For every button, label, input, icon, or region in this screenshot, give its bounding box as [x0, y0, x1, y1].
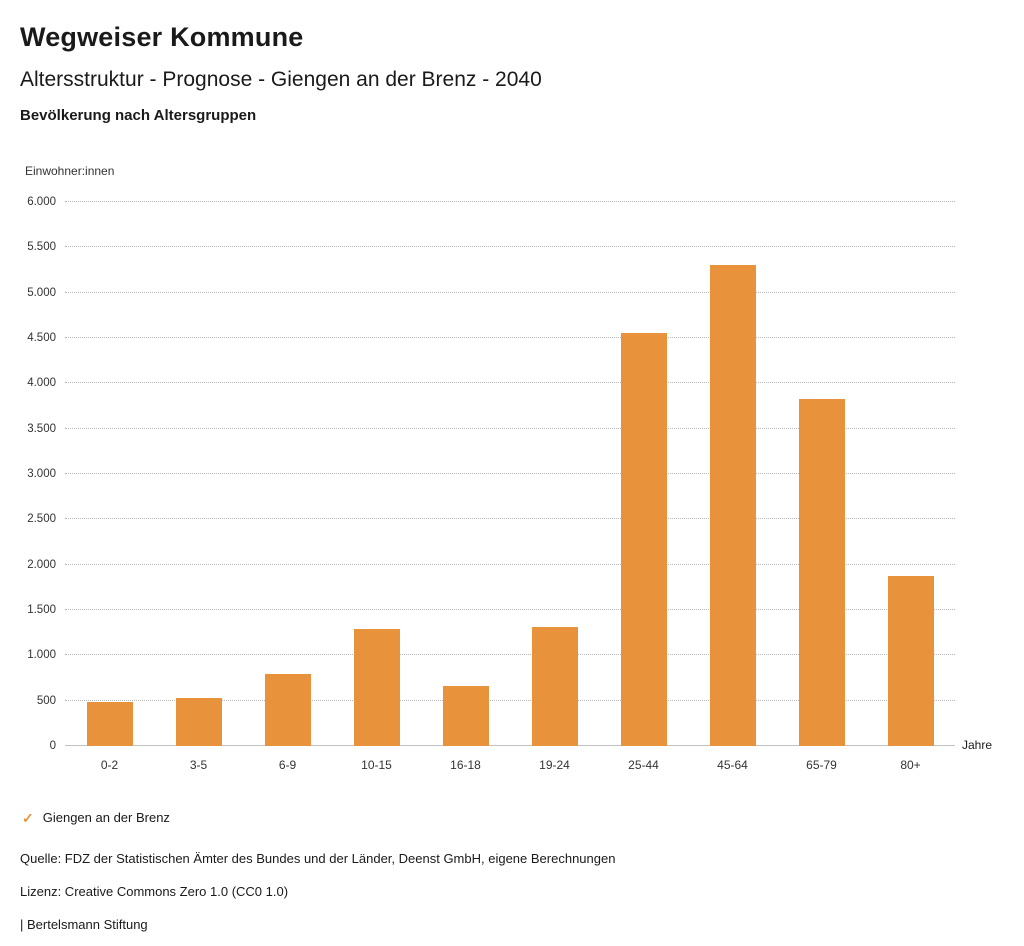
bar-65-79[interactable]	[798, 398, 845, 746]
bar-25-44[interactable]	[620, 333, 667, 746]
y-tick-label: 1.000	[27, 649, 56, 662]
x-tick-label: 0-2	[100, 758, 119, 772]
x-tick-label: 19-24	[539, 758, 570, 772]
y-tick-label: 5.000	[27, 286, 56, 299]
bar-6-9[interactable]	[264, 674, 311, 746]
bar-45-64[interactable]	[709, 265, 756, 746]
bar-cell	[510, 202, 599, 746]
x-tick-label: 3-5	[189, 758, 208, 772]
y-tick-label: 3.500	[27, 422, 56, 435]
y-tick-label: 0	[49, 740, 56, 752]
gridline	[65, 291, 955, 293]
x-tick-label: 80+	[900, 758, 921, 772]
bar-cell	[332, 202, 421, 746]
x-tick-label: 6-9	[278, 758, 297, 772]
y-tick-label: 2.000	[27, 558, 56, 571]
bar-19-24[interactable]	[531, 627, 578, 746]
x-tick-label: 45-64	[717, 758, 748, 772]
bar-cell	[777, 202, 866, 746]
gridline	[65, 201, 955, 202]
x-axis-labels: 0-2 3-5 6-9 10-15 16-18 19-24 25-44 45-64 65-79 8…	[65, 758, 955, 772]
y-tick-label: 2.500	[27, 513, 56, 526]
y-tick-label: 4.500	[27, 332, 56, 344]
x-tick-label: 65-79	[806, 758, 837, 772]
bar-cell	[154, 202, 243, 746]
gridline	[65, 473, 955, 474]
bar-10-15[interactable]	[353, 629, 400, 746]
gridline	[65, 699, 955, 701]
y-tick-label: 1.500	[27, 604, 56, 616]
legend-series-label[interactable]: Giengen an der Brenz	[42, 810, 170, 825]
bar-cell	[599, 202, 688, 746]
gridline	[65, 518, 955, 520]
y-tick-label: 5.500	[27, 241, 56, 254]
bar-3-5[interactable]	[175, 697, 222, 746]
x-tick-label: 10-15	[361, 758, 392, 772]
gridline	[65, 382, 955, 384]
y-tick-label: 3.000	[27, 468, 56, 480]
y-tick-label: 500	[36, 694, 56, 707]
y-axis-title: Einwohner:innen	[25, 164, 115, 178]
gridline	[65, 246, 955, 248]
bar-16-18[interactable]	[442, 686, 489, 746]
plot-area: Jahre 0 500 1.000 1.500 2.000 2.500 3.000 3.500…	[27, 196, 992, 752]
gridline	[65, 745, 955, 746]
bar-cell	[688, 202, 777, 746]
legend: ✓ Giengen an der Brenz	[22, 810, 1004, 825]
x-tick-label: 16-18	[450, 758, 481, 772]
page-title: Wegweiser Kommune	[20, 22, 304, 52]
chart-subtitle: Altersstruktur - Prognose - Giengen an d…	[20, 68, 542, 91]
license-text: Lizenz: Creative Commons Zero 1.0 (CC0 1…	[20, 884, 289, 899]
branding-text: | Bertelsmann Stiftung	[20, 917, 148, 932]
y-tick-label: 4.000	[27, 377, 56, 390]
bar-cell	[421, 202, 510, 746]
series-check-icon[interactable]: ✓	[22, 809, 34, 826]
bar-0-2[interactable]	[86, 702, 133, 746]
y-tick-label: 6.000	[27, 196, 56, 208]
chart-section-title: Bevölkerung nach Altersgruppen	[20, 107, 257, 124]
bar-cell	[243, 202, 332, 746]
x-axis-unit-label: Jahre	[962, 738, 993, 752]
bar-cell	[65, 202, 154, 746]
gridline	[65, 337, 955, 338]
gridline	[65, 609, 955, 610]
gridline	[65, 427, 955, 429]
bar-chart: Jahre 0 500 1.000 1.500 2.000 2.500 3.000 3.500…	[27, 196, 992, 772]
source-text: Quelle: FDZ der Statistischen Ämter des …	[20, 851, 616, 866]
gridline	[65, 563, 955, 565]
gridline	[65, 654, 955, 656]
bar-cell	[866, 202, 955, 746]
bar-80+[interactable]	[887, 576, 934, 746]
x-tick-label: 25-44	[628, 758, 659, 772]
bars-container	[65, 202, 955, 746]
